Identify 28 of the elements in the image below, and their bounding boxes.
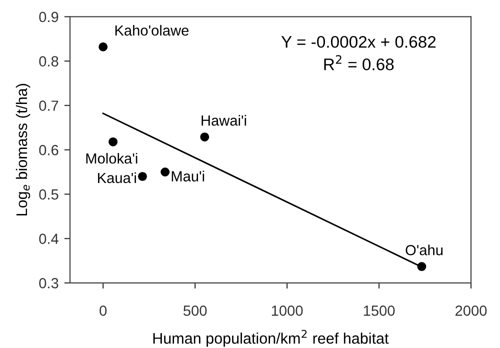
point xyxy=(98,42,108,52)
annotation: Hawai'i xyxy=(202,115,246,126)
y-tick-label: 0.8 xyxy=(39,56,58,66)
point xyxy=(138,172,147,181)
annotation: O'ahu xyxy=(406,244,443,256)
point xyxy=(200,132,210,142)
annotation: Moloka'i xyxy=(86,152,138,164)
point xyxy=(160,168,170,176)
y-tick-label: 0.3 xyxy=(39,278,58,288)
x-tick-label: 1000 xyxy=(272,306,303,316)
annotation: R$^{2}$ = 0.68 xyxy=(324,55,394,70)
x-tick-label: 0 xyxy=(100,306,107,316)
point xyxy=(417,262,426,272)
point xyxy=(108,137,118,146)
x-tick-label: 500 xyxy=(184,306,207,316)
annotation: Kaua'i xyxy=(98,172,136,184)
y-tick-label: 0.4 xyxy=(39,234,58,244)
annotation: Y = -0.0002x + 0.682 xyxy=(281,36,436,48)
y-tick-label: 0.5 xyxy=(39,189,58,200)
y-tick-label: 0.9 xyxy=(39,12,58,22)
annotation: Mau'i xyxy=(172,170,204,182)
y-tick-label: 0.6 xyxy=(39,144,58,156)
x-tick-label: 2000 xyxy=(456,306,487,316)
y-axis-title: Log$_{e}$ biomass (t/ha) xyxy=(16,84,30,216)
y-tick-label: 0.7 xyxy=(39,100,58,111)
annotation: Kaho'olawe xyxy=(115,24,189,36)
x-axis-title: Human population/km$^{2}$ reef habitat xyxy=(153,330,389,347)
x-tick-label: 1500 xyxy=(364,306,395,316)
